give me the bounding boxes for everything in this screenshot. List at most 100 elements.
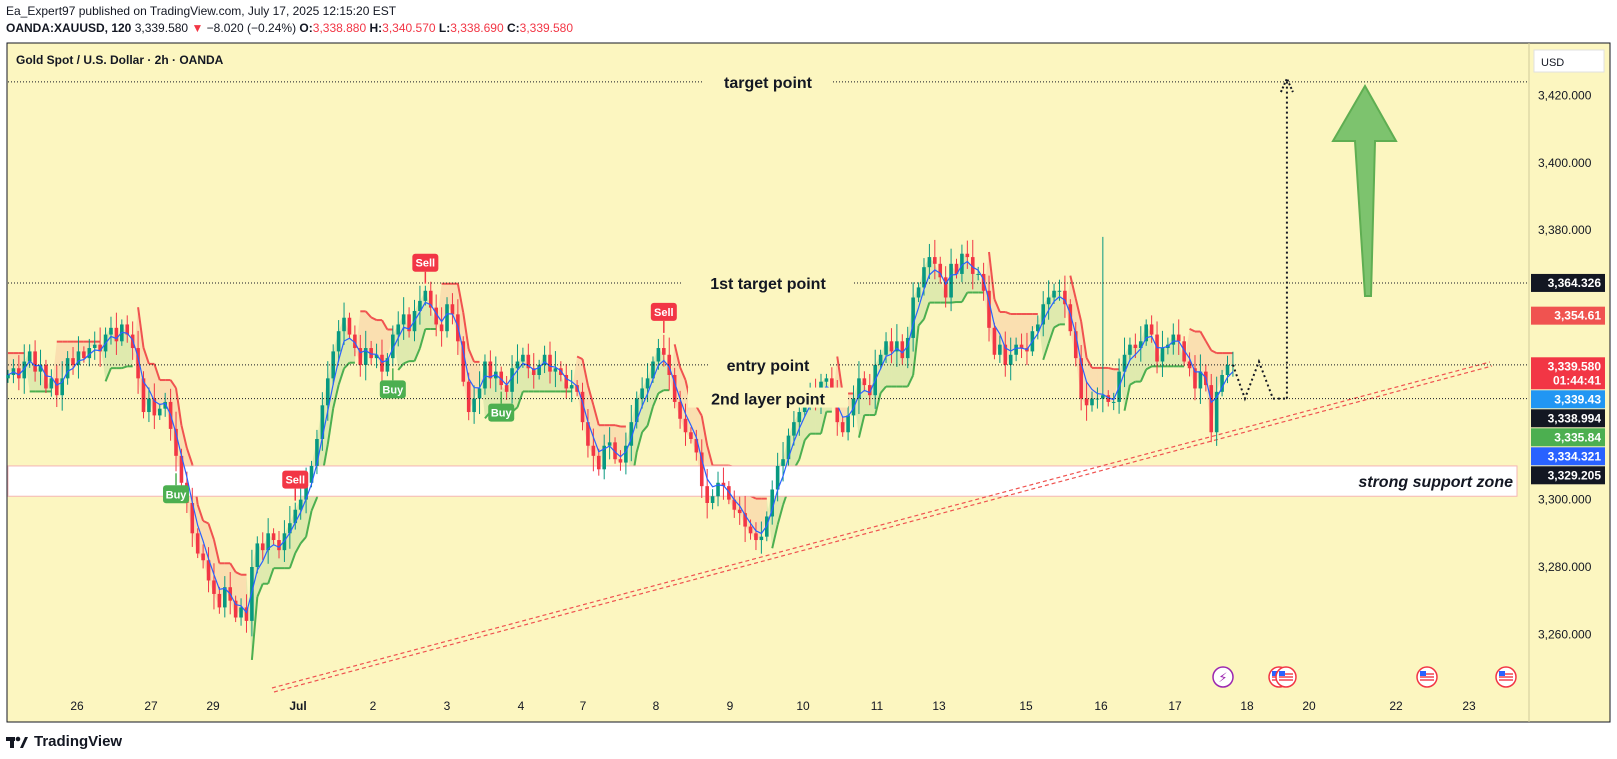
price-tag	[1531, 273, 1605, 292]
supertrend-line	[657, 389, 665, 395]
candle	[255, 543, 260, 567]
candle	[82, 351, 86, 359]
supertrend-line	[104, 367, 112, 382]
supertrend-line	[310, 497, 318, 512]
sell-signal-badge[interactable]	[650, 302, 677, 321]
candle	[678, 401, 682, 419]
price-tag	[1531, 306, 1605, 325]
supertrend-line	[256, 583, 264, 598]
supertrend-line	[456, 283, 465, 313]
supertrend-line	[874, 392, 882, 416]
candle	[656, 348, 661, 362]
candle	[1068, 304, 1073, 332]
trend-fill	[1108, 367, 1114, 402]
currency-label[interactable]: USD	[1541, 57, 1564, 69]
trend-fill	[1227, 353, 1233, 365]
level-label: 1st target point	[710, 276, 826, 293]
x-tick-label: 3	[444, 699, 451, 713]
candle	[374, 354, 379, 359]
trend-fill	[1102, 367, 1109, 402]
trend-fill	[967, 257, 973, 293]
sell-signal-badge[interactable]	[412, 253, 439, 272]
candle	[1171, 334, 1176, 345]
supertrend-line	[1123, 384, 1131, 411]
candle	[553, 368, 558, 372]
candle	[407, 314, 411, 332]
candle	[878, 354, 883, 365]
supertrend-line	[467, 348, 476, 363]
candle	[737, 509, 742, 514]
candle	[266, 533, 270, 551]
candle	[1128, 344, 1132, 355]
candle	[1149, 324, 1154, 335]
candle	[938, 263, 943, 278]
supertrend-line	[403, 360, 410, 365]
trend-fill	[1135, 341, 1141, 382]
candle	[136, 348, 140, 379]
supertrend-line	[836, 356, 844, 394]
price-tag-value: 3,329.205	[1548, 468, 1602, 482]
supertrend-line	[906, 374, 915, 387]
lightning-icon[interactable]	[1212, 666, 1234, 688]
price-tag-value: 3,364.326	[1548, 276, 1602, 290]
buy-signal-badge[interactable]	[488, 403, 515, 422]
level-label: 2nd layer point	[711, 392, 825, 409]
candle	[483, 361, 487, 389]
price-tag	[1531, 447, 1605, 466]
candle	[44, 364, 48, 389]
candle	[1187, 361, 1192, 369]
sell-signal-badge[interactable]	[282, 470, 309, 489]
candle	[331, 351, 335, 379]
candle	[1144, 324, 1148, 342]
candle	[434, 307, 438, 325]
candle	[239, 607, 243, 618]
x-tick-label: 13	[932, 699, 946, 713]
trend-fill	[273, 540, 279, 569]
trend-fill	[1216, 353, 1223, 392]
candle	[732, 499, 737, 510]
candle	[428, 290, 433, 308]
supertrend-line	[196, 504, 205, 522]
candle	[689, 432, 693, 439]
supertrend-line	[803, 433, 811, 441]
trend-fill	[1026, 314, 1033, 352]
buy-signal-badge[interactable]	[379, 380, 406, 399]
candle	[933, 257, 937, 264]
candle	[201, 553, 205, 561]
candle	[233, 600, 238, 618]
candle	[667, 354, 672, 375]
candle	[922, 267, 926, 288]
down-triangle-icon: ▼	[191, 21, 204, 35]
candle	[288, 523, 292, 534]
x-tick-label: 20	[1302, 699, 1316, 713]
supertrend-line	[343, 362, 351, 370]
trend-fill	[1032, 314, 1038, 332]
candle	[445, 304, 449, 332]
candle	[857, 378, 861, 399]
candle	[699, 452, 704, 487]
level-label-bg	[683, 272, 853, 293]
trend-fill	[62, 341, 68, 379]
supertrend-line	[771, 524, 779, 549]
level-label: target point	[724, 75, 813, 92]
supertrend-line	[1210, 349, 1218, 354]
price-tag	[1531, 390, 1605, 409]
candle	[325, 378, 330, 406]
candle	[1073, 331, 1078, 359]
candle	[949, 263, 953, 298]
plot-area[interactable]	[7, 43, 1529, 722]
supertrend-line	[586, 385, 595, 406]
level-label-bg	[708, 353, 828, 374]
price-tag	[1531, 409, 1605, 428]
candle	[624, 445, 628, 463]
currency-button[interactable]: USD	[1533, 49, 1605, 73]
candle	[298, 499, 303, 510]
buy-signal-badge[interactable]	[163, 485, 190, 504]
candle	[786, 435, 791, 460]
candle	[602, 445, 606, 470]
candle	[152, 398, 157, 416]
candle	[6, 374, 10, 379]
supertrend-line	[153, 363, 161, 381]
lightning-glyph: ⚡	[1218, 671, 1227, 686]
